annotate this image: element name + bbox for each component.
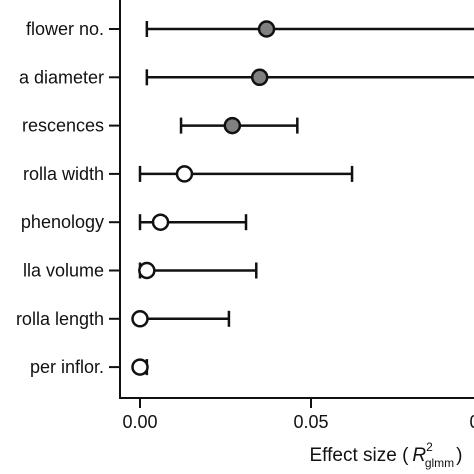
point-estimate-7 (131, 310, 149, 328)
point-estimate-5 (151, 213, 170, 231)
x-axis-label-superscript: 2 (426, 440, 433, 454)
x-tick-label-3: 0.1 (469, 412, 474, 432)
plot-area: flower no. a diameter rescences rolla width… (16, 0, 474, 432)
x-axis-label-suffix: ) (456, 445, 462, 466)
point-estimate-2 (250, 68, 269, 87)
y-tick-label-3: rescences (22, 116, 104, 136)
point-estimate-4 (175, 165, 194, 183)
y-tick-label-8: per inflor. (30, 357, 104, 377)
x-tick-label-2: 0.05 (293, 412, 328, 432)
x-tick-label-1: 0.00 (122, 412, 157, 432)
point-estimate-8 (131, 358, 149, 376)
x-axis-label-symbol: R (412, 445, 426, 466)
y-tick-label-4: rolla width (23, 164, 104, 184)
x-axis-label: Effect size (R2 glmm) (310, 440, 463, 470)
y-tick-label-6: lla volume (23, 261, 104, 281)
x-axis-label-prefix: Effect size ( (310, 445, 410, 466)
x-axis-label-subscript: glmm (425, 456, 454, 470)
y-tick-label-1: flower no. (26, 19, 104, 39)
y-tick-label-5: phenology (21, 212, 104, 232)
point-estimate-3 (223, 116, 242, 135)
point-estimate-6 (138, 261, 156, 280)
y-tick-label-2: a diameter (19, 67, 104, 87)
y-tick-label-7: rolla length (16, 309, 104, 329)
point-estimate-1 (257, 20, 276, 38)
